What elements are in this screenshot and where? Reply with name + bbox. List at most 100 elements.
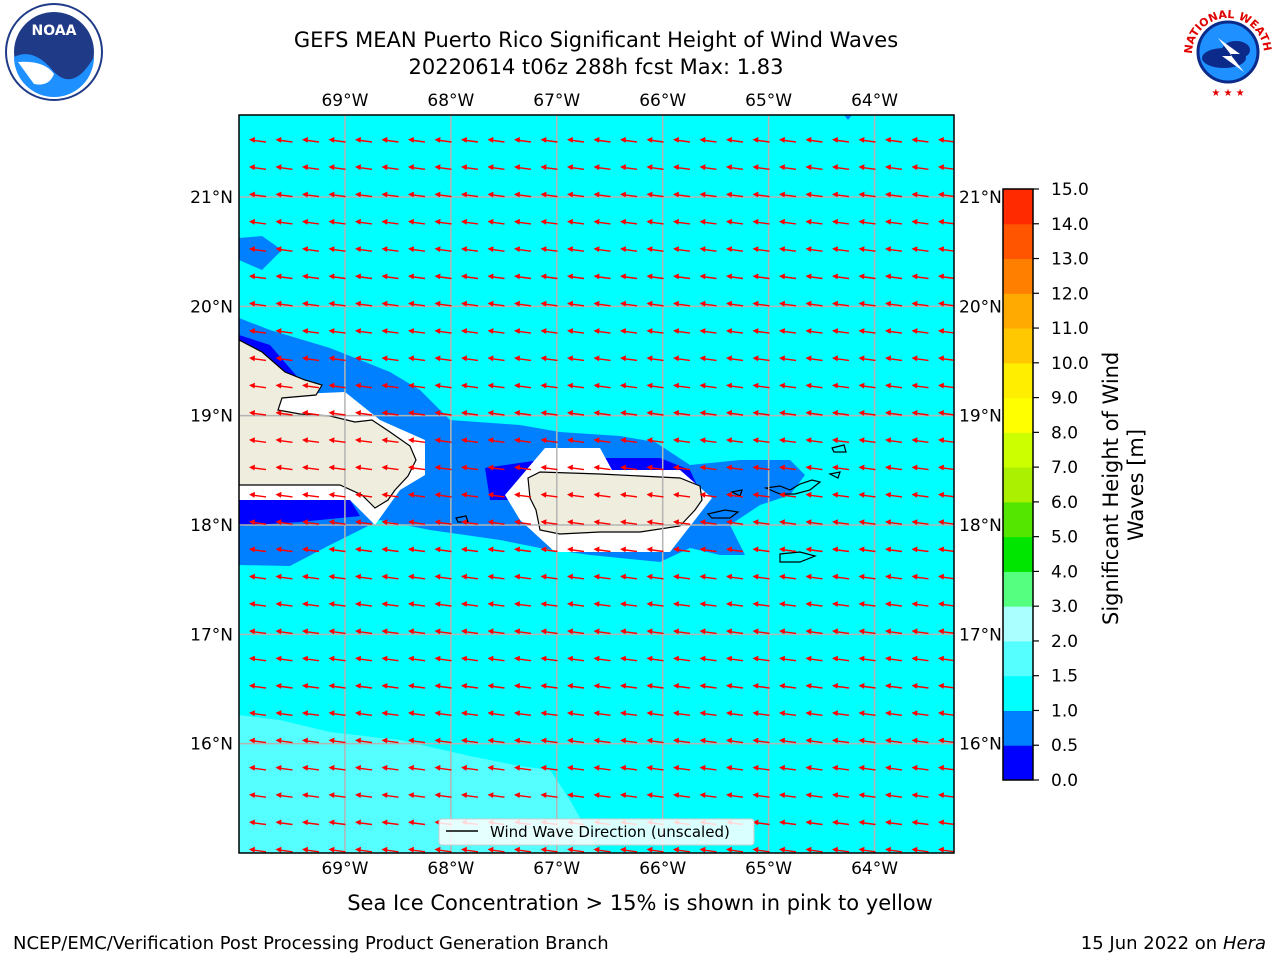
wind-wave-arrow: [567, 655, 585, 662]
wind-wave-arrow: [328, 710, 346, 717]
colorbar-segment: [1003, 745, 1033, 781]
wind-wave-arrow: [805, 710, 823, 717]
wind-wave-arrow: [381, 273, 399, 280]
wind-wave-arrow: [911, 273, 929, 280]
wind-wave-arrow: [328, 683, 346, 689]
wind-wave-arrow: [885, 464, 903, 471]
wind-wave-arrow: [249, 546, 267, 553]
wind-wave-arrow: [487, 218, 505, 225]
wind-wave-arrow: [249, 846, 267, 853]
wind-wave-arrow: [487, 273, 505, 280]
lon-tick-top: 64°W: [851, 91, 898, 111]
lon-tick-top: 68°W: [427, 91, 474, 111]
wind-wave-arrow: [832, 601, 850, 607]
wind-wave-arrow: [381, 410, 399, 416]
lat-tick-left: 18°N: [190, 516, 233, 536]
wind-wave-arrow: [699, 191, 717, 198]
wind-wave-arrow: [779, 137, 797, 143]
lon-tick-bottom: 66°W: [639, 859, 686, 879]
wind-wave-arrow: [911, 519, 929, 525]
wind-wave-arrow: [858, 437, 876, 444]
wind-wave-arrow: [699, 601, 717, 607]
wind-wave-arrow: [620, 164, 638, 171]
wind-wave-arrow: [726, 191, 744, 198]
wind-wave-arrow: [302, 355, 320, 362]
wind-wave-arrow: [567, 437, 585, 444]
wind-wave-arrow: [593, 137, 611, 143]
wind-wave-arrow: [646, 737, 664, 744]
wind-wave-arrow: [620, 573, 638, 580]
wind-wave-arrow: [514, 218, 532, 225]
wind-wave-arrow: [805, 628, 823, 635]
wind-wave-arrow: [461, 328, 479, 334]
wind-wave-arrow: [885, 137, 903, 143]
wind-wave-arrow: [832, 491, 850, 498]
colorbar-segment: [1003, 223, 1033, 260]
wind-wave-arrow: [328, 491, 346, 498]
colorbar-tick-label: 5.0: [1051, 528, 1078, 548]
wind-wave-arrow: [434, 137, 452, 143]
wind-wave-arrow: [699, 246, 717, 252]
wind-wave-arrow: [673, 573, 691, 580]
wind-wave-arrow: [699, 519, 717, 525]
wind-wave-arrow: [646, 846, 664, 853]
wind-wave-arrow: [885, 491, 903, 498]
wind-wave-arrow: [779, 300, 797, 307]
branch-credit: NCEP/EMC/Verification Post Processing Pr…: [13, 933, 609, 954]
wind-wave-arrow: [885, 683, 903, 689]
wind-wave-arrow: [302, 737, 320, 744]
wind-wave-arrow: [540, 846, 558, 853]
wind-wave-arrow: [381, 764, 399, 771]
wind-wave-arrow: [779, 683, 797, 689]
wind-wave-arrow: [779, 655, 797, 662]
wind-wave-arrow: [620, 601, 638, 607]
lon-tick-top: 66°W: [639, 91, 686, 111]
wind-wave-arrow: [938, 164, 954, 171]
colorbar-tick-label: 4.0: [1051, 562, 1078, 582]
wind-wave-arrow: [885, 355, 903, 362]
wind-wave-arrow: [514, 273, 532, 280]
wind-wave-arrow: [381, 382, 399, 389]
wind-wave-arrow: [355, 683, 373, 689]
wind-wave-arrow: [540, 601, 558, 607]
wind-wave-arrow: [858, 464, 876, 471]
wind-wave-arrow: [355, 710, 373, 717]
wind-wave-arrow: [249, 683, 267, 689]
wind-wave-arrow: [540, 300, 558, 307]
wind-wave-arrow: [726, 601, 744, 607]
wind-wave-arrow: [249, 410, 267, 416]
wind-wave-arrow: [752, 846, 770, 853]
wind-wave-arrow: [514, 300, 532, 307]
wind-wave-arrow: [514, 464, 532, 471]
wind-wave-arrow: [461, 491, 479, 498]
wind-wave-arrow: [408, 382, 426, 389]
wind-wave-arrow: [779, 764, 797, 771]
wind-wave-arrow: [646, 410, 664, 416]
wind-wave-arrow: [911, 218, 929, 225]
wind-wave-arrow: [699, 683, 717, 689]
wind-wave-arrow: [593, 601, 611, 607]
wind-wave-arrow: [699, 655, 717, 662]
wind-wave-arrow: [302, 273, 320, 280]
wind-wave-arrow: [620, 764, 638, 771]
wind-wave-arrow: [620, 273, 638, 280]
wind-wave-arrow: [911, 382, 929, 389]
wind-wave-arrow: [540, 683, 558, 689]
wind-wave-arrow: [487, 655, 505, 662]
wind-wave-arrow: [673, 792, 691, 798]
wind-wave-arrow: [752, 464, 770, 471]
wind-wave-arrow: [832, 792, 850, 798]
wind-wave-arrow: [779, 437, 797, 444]
wind-wave-arrow: [275, 546, 293, 553]
wind-wave-arrow: [726, 710, 744, 717]
wind-wave-arrow: [805, 410, 823, 416]
wind-wave-arrow: [381, 846, 399, 853]
wind-wave-arrow: [885, 764, 903, 771]
wind-wave-arrow: [805, 764, 823, 771]
colorbar-segment: [1003, 606, 1033, 642]
wind-wave-arrow: [302, 683, 320, 689]
colorbar-segment: [1003, 640, 1033, 677]
wind-wave-arrow: [779, 519, 797, 525]
wind-wave-arrow: [938, 601, 954, 607]
wind-wave-arrow: [858, 164, 876, 171]
